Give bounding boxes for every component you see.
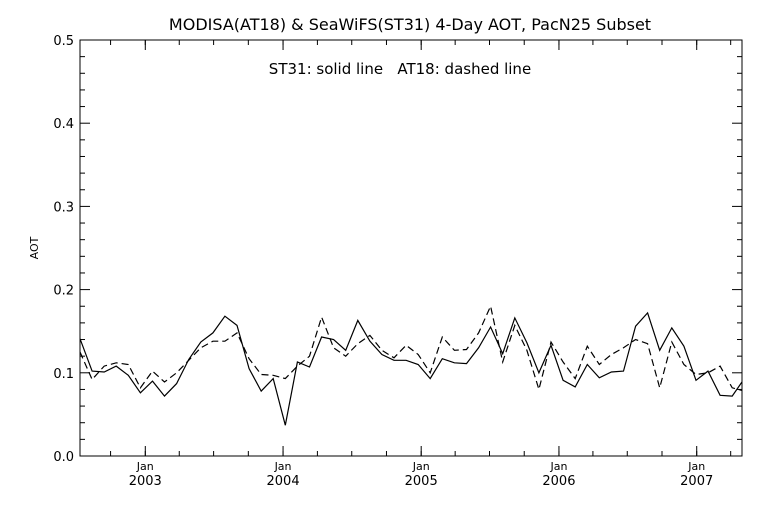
x-tick-month-label: Jan	[687, 460, 705, 473]
y-tick-label: 0.1	[53, 367, 74, 382]
y-tick-label: 0.0	[53, 450, 74, 465]
y-axis-label: AOT	[28, 236, 41, 259]
y-tick-label: 0.3	[53, 200, 74, 215]
series-line-at18	[80, 304, 742, 392]
y-tick-label: 0.4	[53, 117, 74, 132]
x-tick-month-label: Jan	[274, 460, 292, 473]
y-tick-label: 0.2	[53, 284, 74, 299]
x-tick-year-label: 2006	[542, 474, 575, 489]
x-tick-year-label: 2005	[405, 474, 438, 489]
series-line-st31	[80, 311, 742, 426]
x-tick-year-label: 2007	[680, 474, 713, 489]
y-tick-label: 0.5	[53, 34, 74, 49]
plot-frame	[79, 39, 743, 457]
x-tick-year-label: 2003	[129, 474, 162, 489]
chart-title: MODISA(AT18) & SeaWiFS(ST31) 4-Day AOT, …	[169, 15, 651, 34]
x-tick-month-label: Jan	[136, 460, 154, 473]
x-tick-month-label: Jan	[549, 460, 567, 473]
x-tick-year-label: 2004	[267, 474, 300, 489]
axis-ticks: 0.00.10.20.30.40.5Jan2003Jan2004Jan2005J…	[53, 34, 742, 489]
line-style-annotation: ST31: solid line AT18: dashed line	[269, 60, 531, 78]
data-lines	[80, 304, 742, 426]
x-tick-month-label: Jan	[412, 460, 430, 473]
